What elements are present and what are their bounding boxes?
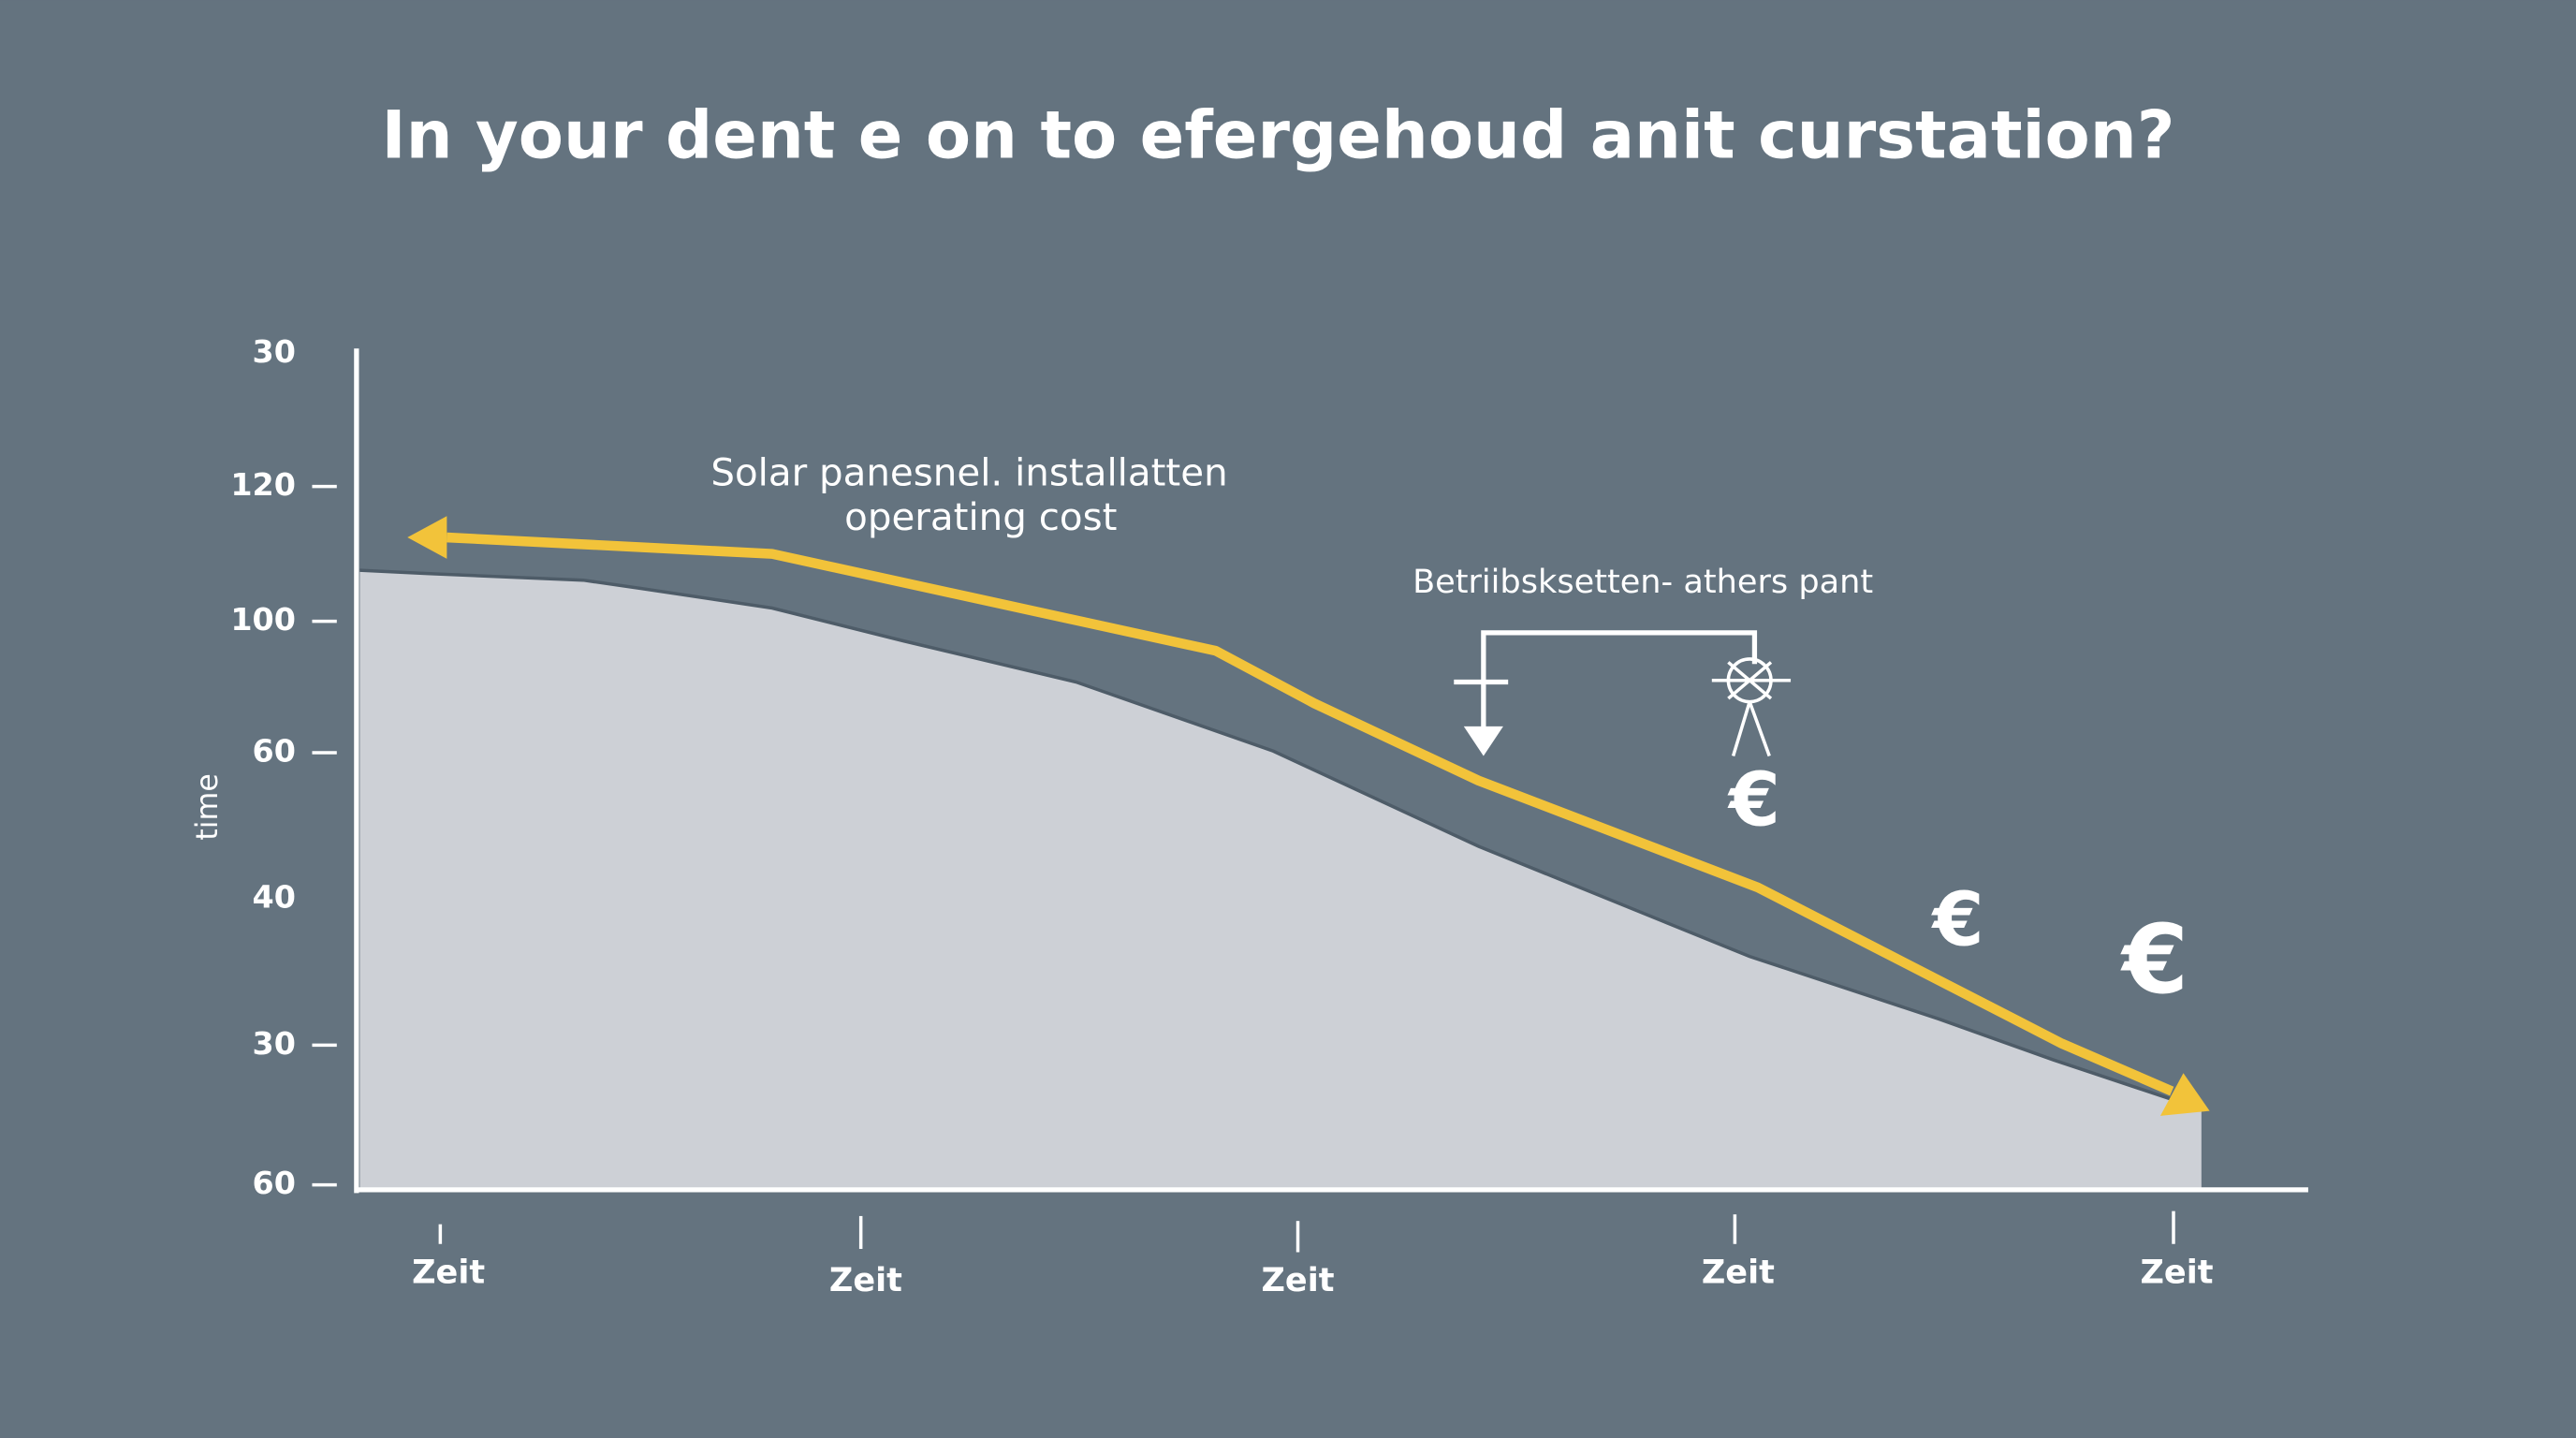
y-axis-label: time bbox=[191, 773, 225, 840]
x-tick-marks bbox=[438, 1211, 2175, 1253]
trend-line bbox=[446, 532, 2174, 1096]
y-tick-label: 40 bbox=[253, 879, 296, 916]
bracket-arrow bbox=[1463, 726, 1503, 756]
chart-title: In your dent e on to efergehoud anit cur… bbox=[381, 96, 2174, 173]
y-tick-label: 120 bbox=[230, 466, 296, 503]
currency-mark: € bbox=[1931, 877, 1984, 963]
x-tick-label: Zeit bbox=[412, 1253, 485, 1291]
x-tick-label: Zeit bbox=[2140, 1253, 2213, 1291]
y-tick-label: 60 bbox=[253, 732, 296, 769]
bracket bbox=[1454, 630, 1758, 732]
annotation: operating cost bbox=[844, 495, 1117, 539]
x-tick-label: Zeit bbox=[829, 1261, 902, 1299]
area bbox=[359, 570, 2202, 1190]
arrow-head bbox=[407, 516, 447, 559]
y-tick-label: 100 bbox=[230, 601, 296, 638]
annotation: Solar panesnel. installatten bbox=[710, 450, 1227, 494]
annotation: Betriibsksetten- athers pant bbox=[1412, 563, 1873, 601]
icon bbox=[1711, 657, 1792, 757]
y-tick-marks bbox=[312, 484, 337, 1187]
x-tick-label: Zeit bbox=[1261, 1261, 1334, 1299]
x-tick-label: Zeit bbox=[1702, 1253, 1775, 1291]
area-edge bbox=[359, 568, 2203, 1111]
y-tick-label: 30 bbox=[253, 333, 296, 370]
currency-mark: € bbox=[2120, 905, 2188, 1016]
y-tick-label: 30 bbox=[253, 1025, 296, 1062]
y-tick-label: 60 bbox=[253, 1165, 296, 1201]
currency-mark: € bbox=[1727, 757, 1780, 844]
arrow-head bbox=[2159, 1073, 2210, 1116]
